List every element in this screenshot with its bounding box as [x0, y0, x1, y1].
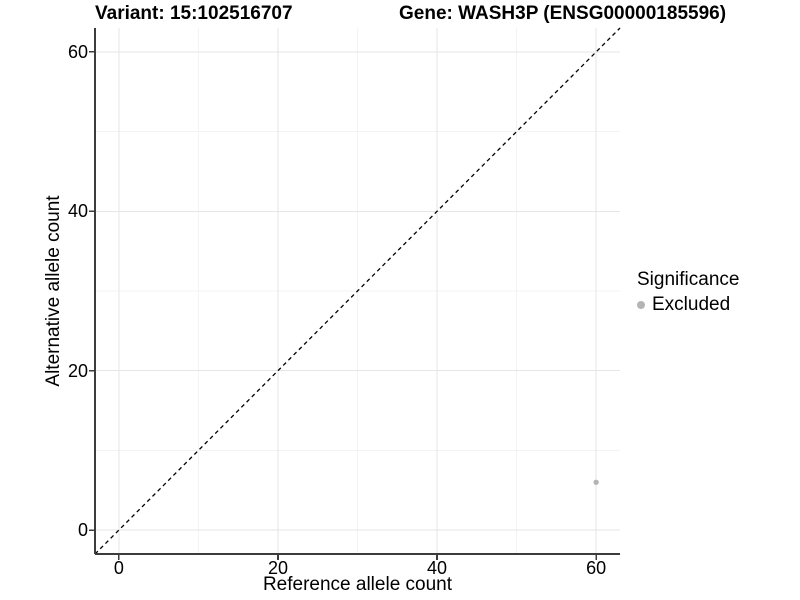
legend-key-dot-icon — [637, 301, 645, 309]
legend-items: Excluded — [637, 294, 739, 316]
y-tick-label: 40 — [67, 201, 88, 222]
y-tick-label: 20 — [67, 360, 88, 381]
plot-title-gene: Gene: WASH3P (ENSG00000185596) — [399, 3, 727, 24]
data-point — [593, 479, 599, 485]
plot-title-variant: Variant: 15:102516707 — [95, 3, 293, 24]
legend: Significance Excluded — [637, 269, 739, 316]
x-tick-label: 40 — [427, 558, 448, 578]
y-axis-title: Alternative allele count — [43, 195, 64, 387]
x-tick-label: 20 — [267, 558, 288, 578]
y-tick-label: 60 — [67, 41, 88, 62]
x-tick-label: 0 — [113, 558, 124, 578]
legend-item: Excluded — [637, 294, 739, 316]
identity-dashed-line — [94, 27, 621, 555]
x-tick-label: 60 — [586, 558, 607, 578]
plot-panel — [89, 27, 621, 560]
legend-title: Significance — [637, 269, 740, 290]
legend-item-label: Excluded — [652, 294, 731, 315]
plot-canvas — [89, 27, 621, 560]
y-tick-label: 0 — [77, 520, 88, 541]
x-axis-title: Reference allele count — [262, 574, 453, 595]
